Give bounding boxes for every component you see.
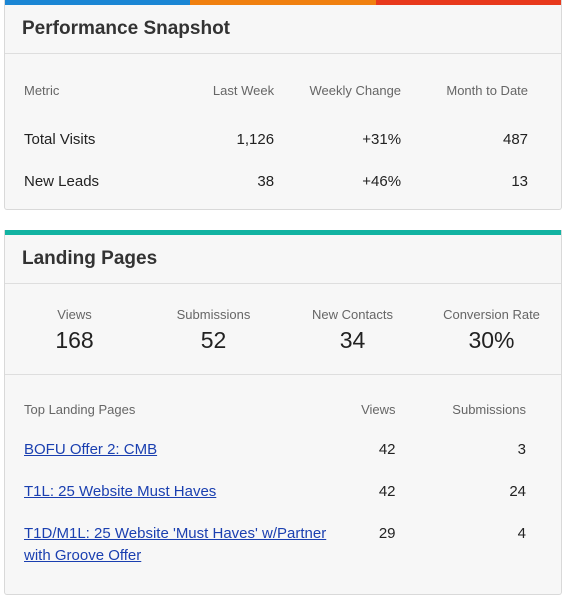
teal-accent-bar [5,230,561,235]
landing-pages-title: Landing Pages [22,248,158,269]
last-week-value: 1,126 [236,130,275,148]
stat-submissions: Submissions 52 [144,284,283,374]
tricolor-accent-bar [5,0,561,5]
table-row: Total Visits 1,126 +31% 487 [24,118,528,160]
weekly-change-value: +31% [362,130,402,148]
performance-table: Metric Last Week Weekly Change Month to … [5,54,561,202]
views-value: 42 [378,441,396,458]
accent-bar-teal [5,230,561,235]
stat-value: 52 [200,327,227,353]
weekly-change-value: +46% [362,172,402,190]
landing-stats: Views 168 Submissions 52 New Contacts 34… [5,284,561,375]
landing-pages-header: Landing Pages [5,235,561,284]
stat-new-contacts: New Contacts 34 [283,284,422,374]
col-header-views: Views [361,401,396,417]
performance-table-header: Metric Last Week Weekly Change Month to … [24,54,528,118]
performance-title: Performance Snapshot [22,18,230,39]
stat-value: 34 [339,327,366,353]
landing-page-link[interactable]: BOFU Offer 2: CMB [24,441,158,458]
metric-name: Total Visits [24,130,96,148]
stat-conversion-rate: Conversion Rate 30% [422,284,561,374]
views-value: 42 [378,483,396,500]
col-header-month-to-date: Month to Date [446,82,529,98]
month-to-date-value: 487 [502,130,529,148]
views-value: 29 [378,525,396,542]
col-header-metric: Metric [24,82,60,98]
submissions-value: 3 [517,441,526,458]
accent-bar-blue [5,0,191,5]
accent-bar-red [375,0,561,5]
landing-page-link[interactable]: T1L: 25 Website Must Haves [24,483,217,500]
stat-label: Conversion Rate [443,307,540,322]
stat-views: Views 168 [5,284,144,374]
table-row: T1D/M1L: 25 Website 'Must Haves' w/Partn… [24,523,526,583]
top-landing-pages-header: Top Landing Pages Views Submissions [24,375,526,439]
performance-snapshot-card: Performance Snapshot Metric Last Week We… [4,0,562,210]
submissions-value: 24 [509,483,526,500]
col-header-last-week: Last Week [212,82,275,98]
col-header-submissions: Submissions [452,401,526,417]
last-week-value: 38 [257,172,275,190]
table-row: BOFU Offer 2: CMB 42 3 [24,439,526,481]
performance-header: Performance Snapshot [5,5,561,54]
landing-page-link[interactable]: T1D/M1L: 25 Website 'Must Haves' w/Partn… [24,525,327,564]
stat-value: 168 [55,327,94,353]
top-landing-pages-table: Top Landing Pages Views Submissions BOFU… [5,375,561,583]
stat-label: Views [57,307,92,322]
table-row: T1L: 25 Website Must Haves 42 24 [24,481,526,523]
metric-name: New Leads [24,172,100,190]
table-row: New Leads 38 +46% 13 [24,160,528,202]
submissions-value: 4 [517,525,526,542]
stat-label: New Contacts [312,307,393,322]
landing-pages-card: Landing Pages Views 168 Submissions 52 N… [4,230,562,595]
month-to-date-value: 13 [511,172,529,190]
stat-label: Submissions [176,307,251,322]
col-header-name: Top Landing Pages [24,401,136,417]
col-header-weekly-change: Weekly Change [309,82,402,98]
accent-bar-orange [190,0,376,5]
stat-value: 30% [468,327,515,353]
